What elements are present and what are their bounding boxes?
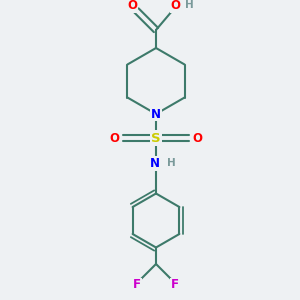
Text: O: O — [127, 0, 137, 12]
Text: H: H — [184, 0, 194, 10]
Text: O: O — [170, 0, 181, 12]
Text: O: O — [192, 131, 203, 145]
Text: N: N — [149, 157, 160, 170]
Text: S: S — [151, 131, 161, 145]
Text: H: H — [167, 158, 176, 169]
Text: F: F — [133, 278, 141, 292]
Text: O: O — [110, 131, 120, 145]
Text: N: N — [151, 107, 161, 121]
Text: F: F — [171, 278, 179, 292]
